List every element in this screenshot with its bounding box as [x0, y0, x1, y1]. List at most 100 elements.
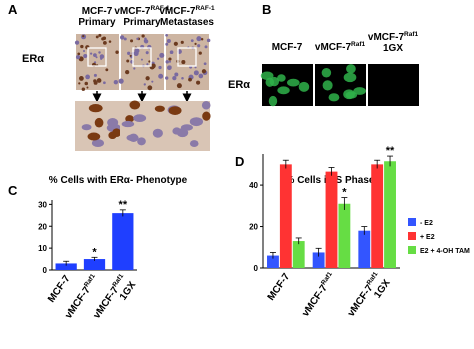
cell — [140, 58, 143, 61]
label: vMCF-7Raf1 — [315, 41, 366, 53]
cell — [74, 40, 80, 45]
cell — [95, 56, 98, 59]
label: vMCF-7Raf11GX — [91, 273, 139, 328]
nucleus — [129, 100, 141, 110]
cell — [100, 57, 103, 60]
nucleus — [202, 111, 211, 121]
annotation: * — [342, 187, 347, 199]
cell — [115, 50, 119, 54]
cell — [194, 42, 197, 46]
cell — [165, 60, 169, 64]
nucleus — [121, 120, 135, 128]
cell — [143, 39, 148, 43]
zoom-box — [177, 47, 197, 67]
nucleus — [168, 106, 182, 115]
cell — [165, 42, 169, 46]
cell — [123, 37, 127, 41]
label-line2: Metastases — [160, 17, 214, 28]
label: MCF-7 Primary — [78, 6, 116, 28]
cell — [181, 77, 184, 80]
cell — [190, 39, 194, 43]
cell — [119, 35, 125, 40]
nucleus — [126, 134, 139, 142]
cell — [89, 52, 93, 55]
nucleus — [189, 117, 204, 127]
nucleus — [268, 95, 278, 107]
bar — [267, 255, 279, 268]
cell — [165, 33, 168, 37]
nucleus — [81, 124, 92, 131]
cell — [174, 72, 179, 77]
bar — [112, 213, 134, 270]
cell — [127, 51, 131, 55]
label-text: MCF-7 — [266, 271, 293, 303]
label-superscript: RAF-1 — [150, 5, 170, 12]
cell — [150, 63, 156, 69]
cell — [80, 44, 84, 49]
nucleus — [201, 100, 211, 110]
nucleus — [328, 93, 340, 102]
cell — [198, 51, 202, 55]
cell — [105, 68, 109, 72]
legend-label: - E2 — [420, 220, 433, 227]
cell — [158, 65, 162, 70]
label-text: vMCF-7 — [159, 6, 196, 17]
bar — [358, 230, 371, 268]
bar — [279, 164, 292, 268]
y-tick-label: 0 — [254, 264, 259, 273]
chart-title: % Cells with ERα- Phenotype — [49, 175, 188, 186]
cell — [188, 77, 192, 82]
label-text: vMCF-7 — [91, 285, 121, 321]
cell — [93, 73, 97, 77]
nucleus — [343, 89, 355, 100]
bar — [292, 241, 305, 268]
cell — [198, 73, 204, 79]
bar — [384, 161, 396, 268]
nucleus — [91, 139, 104, 147]
cell — [157, 57, 160, 60]
cell — [206, 38, 211, 43]
label-superscript: Raf1 — [111, 273, 125, 289]
bar — [371, 164, 384, 268]
cell — [82, 49, 86, 53]
cell — [151, 80, 154, 83]
cell — [181, 60, 186, 65]
bar — [312, 252, 325, 268]
cell — [125, 70, 130, 75]
label-superscript: Raf1 — [320, 271, 334, 287]
cell — [130, 39, 134, 43]
legend-label: E2 + 4-OH TAM — [420, 248, 470, 255]
zoom-box — [132, 47, 152, 67]
nucleus — [265, 77, 275, 87]
cell — [141, 34, 145, 38]
nucleus — [125, 115, 134, 123]
row-label: ERα — [22, 53, 44, 65]
nucleus — [277, 74, 286, 82]
cell — [101, 37, 105, 41]
cell — [165, 76, 169, 80]
cell — [143, 83, 146, 86]
cell — [145, 76, 150, 81]
label-superscript: Raf1 — [83, 273, 97, 289]
nucleus — [112, 128, 122, 138]
cell — [113, 79, 119, 85]
cell — [98, 51, 101, 54]
label-superscript: RAF-1 — [195, 5, 215, 12]
y-tick-label: 40 — [249, 181, 258, 190]
row-label: ERα — [228, 79, 250, 91]
nucleus — [172, 127, 182, 135]
label: MCF-7 — [266, 271, 293, 303]
nucleus — [298, 81, 310, 92]
cell — [129, 54, 132, 57]
cell — [83, 53, 88, 59]
cell — [197, 44, 201, 48]
cell — [118, 78, 124, 84]
cell — [196, 36, 202, 42]
cell — [134, 48, 140, 54]
legend-swatch — [408, 246, 416, 254]
panel-label: C — [8, 183, 18, 198]
zoom-box — [87, 47, 107, 67]
cell — [166, 38, 171, 44]
